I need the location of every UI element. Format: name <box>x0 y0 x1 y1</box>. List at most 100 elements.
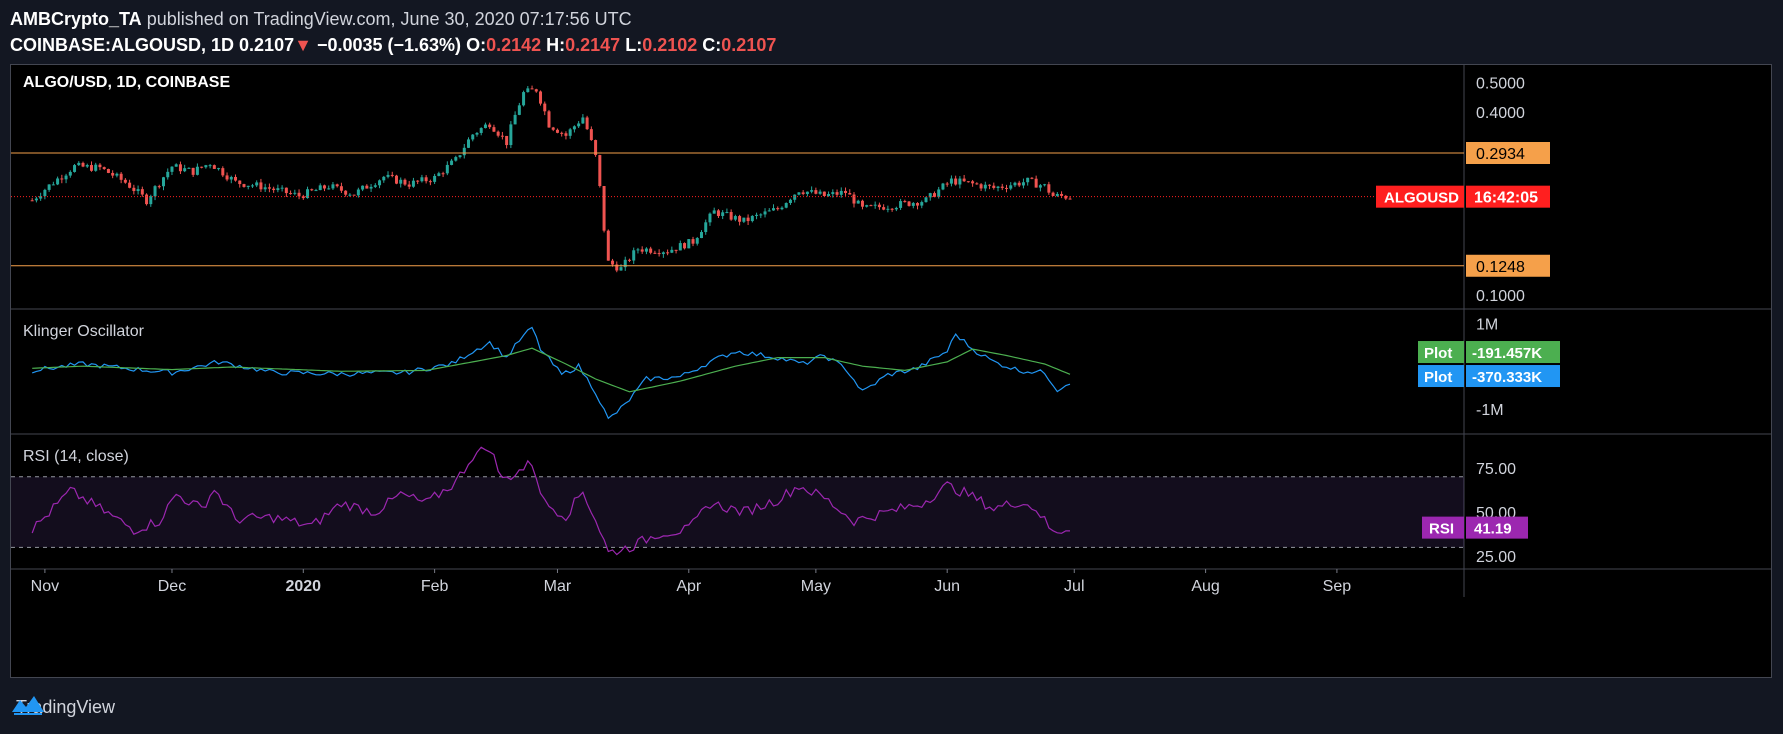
candle-body <box>335 184 339 187</box>
candle-body <box>619 267 623 271</box>
candle-body <box>123 179 127 183</box>
candle-body <box>763 211 767 215</box>
candle-body <box>865 205 869 207</box>
rsi-series-name: RSI <box>1429 521 1454 538</box>
date-axis-tick: Feb <box>421 578 449 595</box>
candle-body <box>873 204 877 206</box>
date-axis-tick: 2020 <box>285 578 321 595</box>
tradingview-logo-icon[interactable] <box>10 692 46 716</box>
candle-body <box>284 187 288 194</box>
price-pane-title: ALGO/USD, 1D, COINBASE <box>23 74 230 91</box>
candle-body <box>488 124 492 128</box>
date-axis-tick: Dec <box>158 578 186 595</box>
candle-body <box>331 184 335 189</box>
candle-body <box>56 178 60 185</box>
candle-body <box>399 179 403 184</box>
candle-body <box>894 207 898 210</box>
candle-body <box>217 168 221 170</box>
candle-body <box>589 129 593 141</box>
candle-body <box>344 190 348 195</box>
candle-body <box>102 167 106 170</box>
candle-body <box>611 260 615 265</box>
klinger-axis-tick: -1M <box>1476 402 1504 419</box>
candle-body <box>767 210 771 212</box>
candle-body <box>539 91 543 104</box>
candle-body <box>869 205 873 207</box>
candle-body <box>77 162 81 166</box>
candle-body <box>297 192 301 197</box>
chart-frame[interactable]: 0.5000 0.4000 0.1000 0.2934 0.1248 ALGOUSD 16:… <box>10 64 1772 678</box>
open-value: 0.2142 <box>486 35 542 55</box>
candle-body <box>835 192 839 195</box>
countdown-tag <box>1466 185 1550 208</box>
candle-body <box>293 192 297 194</box>
candle-body <box>788 199 792 203</box>
candle-body <box>784 202 788 208</box>
candle-body <box>903 201 907 203</box>
klinger-line <box>31 326 1071 420</box>
candle-body <box>238 180 242 185</box>
price-axis-tick: 0.5000 <box>1476 76 1525 93</box>
candle-body <box>356 189 360 196</box>
rsi-pane-title: RSI (14, close) <box>23 448 129 465</box>
candle-body <box>327 188 331 190</box>
candle-body <box>568 129 572 136</box>
candle-body <box>369 186 373 189</box>
candle-body <box>365 185 369 189</box>
candle-body <box>560 132 564 134</box>
candle-body <box>979 184 983 189</box>
candle-body <box>462 147 466 156</box>
candle-body <box>43 189 47 197</box>
candle-body <box>699 232 703 239</box>
close-label: C: <box>702 35 722 55</box>
candle-body <box>962 178 966 182</box>
candle-body <box>932 193 936 197</box>
klinger-pane-title: Klinger Oscillator <box>23 323 145 340</box>
candle-body <box>136 189 140 192</box>
candle-body <box>208 165 212 167</box>
candle-body <box>445 164 449 174</box>
candle-body <box>666 252 670 254</box>
candle-body <box>200 166 204 168</box>
candle-body <box>683 243 687 249</box>
candle-body <box>458 155 462 158</box>
countdown-label: 16:42:05 <box>1474 190 1538 207</box>
candle-body <box>195 166 199 175</box>
date-axis-tick: Sep <box>1323 578 1352 595</box>
down-arrow-icon: ▼ <box>294 35 312 55</box>
candle-body <box>636 249 640 251</box>
rsi-line <box>31 446 1071 556</box>
candle-body <box>174 164 178 167</box>
symbol-tag <box>1376 185 1464 208</box>
chart-header: AMBCrypto_TA published on TradingView.co… <box>10 6 776 58</box>
low-value: 0.2102 <box>642 35 698 55</box>
klinger-value-tag <box>1466 365 1560 388</box>
candle-body <box>632 250 636 261</box>
author-name[interactable]: AMBCrypto_TA <box>10 9 142 29</box>
candle-body <box>424 177 428 182</box>
open-label: O: <box>466 35 487 55</box>
candle-body <box>145 194 149 205</box>
candle-body <box>81 162 85 167</box>
candle-body <box>348 194 352 196</box>
candle-body <box>73 165 77 172</box>
candle-body <box>467 139 471 148</box>
candle-body <box>877 204 881 208</box>
symbol-tag-label: ALGOUSD <box>1384 190 1459 207</box>
candle-body <box>234 176 238 181</box>
candle-body <box>772 208 776 211</box>
candle-body <box>106 169 110 173</box>
candle-body <box>289 193 293 195</box>
candle-body <box>420 177 424 182</box>
candle-body <box>500 135 504 137</box>
date-axis-tick: Aug <box>1191 578 1219 595</box>
candle-body <box>204 165 208 168</box>
chart-canvas[interactable]: 0.5000 0.4000 0.1000 0.2934 0.1248 ALGOUSD 16:… <box>11 65 1771 677</box>
candle-body <box>322 185 326 189</box>
candle-body <box>805 191 809 195</box>
candle-body <box>852 194 856 204</box>
high-value: 0.2147 <box>565 35 621 55</box>
candle-body <box>640 249 644 252</box>
candle-body <box>255 182 259 186</box>
candle-body <box>615 264 619 271</box>
